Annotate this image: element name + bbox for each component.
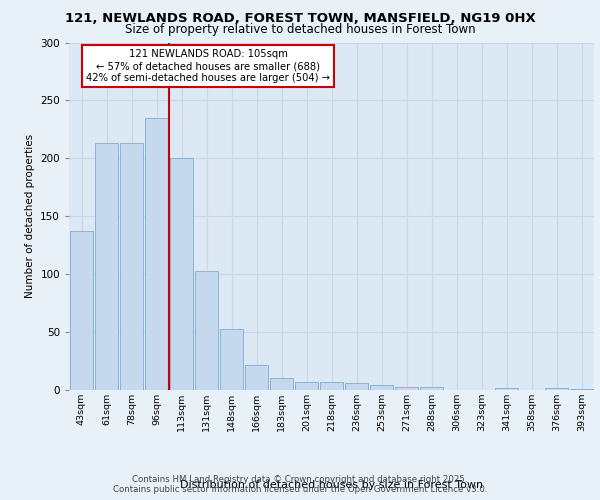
Text: Contains HM Land Registry data © Crown copyright and database right 2025.
Contai: Contains HM Land Registry data © Crown c… <box>113 474 487 494</box>
Text: Size of property relative to detached houses in Forest Town: Size of property relative to detached ho… <box>125 22 475 36</box>
Bar <box>194 270 218 390</box>
Bar <box>370 386 394 390</box>
Bar <box>295 382 319 390</box>
Bar <box>269 378 293 390</box>
X-axis label: Distribution of detached houses by size in Forest Town: Distribution of detached houses by size … <box>180 480 483 490</box>
Bar <box>395 386 418 390</box>
Bar <box>70 232 94 390</box>
Text: 121 NEWLANDS ROAD: 105sqm
← 57% of detached houses are smaller (688)
42% of semi: 121 NEWLANDS ROAD: 105sqm ← 57% of detac… <box>86 50 330 82</box>
Bar <box>320 382 343 390</box>
Bar <box>95 144 118 390</box>
Bar <box>494 388 518 390</box>
Text: 121, NEWLANDS ROAD, FOREST TOWN, MANSFIELD, NG19 0HX: 121, NEWLANDS ROAD, FOREST TOWN, MANSFIE… <box>65 12 535 26</box>
Bar <box>220 328 244 390</box>
Bar <box>170 158 193 390</box>
Bar <box>119 144 143 390</box>
Bar <box>344 383 368 390</box>
Y-axis label: Number of detached properties: Number of detached properties <box>25 134 35 298</box>
Bar <box>145 118 169 390</box>
Bar <box>419 386 443 390</box>
Bar <box>545 388 568 390</box>
Bar <box>245 364 268 390</box>
Bar <box>569 389 593 390</box>
